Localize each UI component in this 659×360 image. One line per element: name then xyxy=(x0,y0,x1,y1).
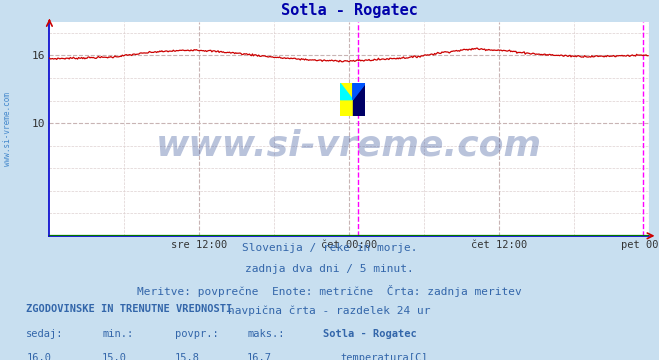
Polygon shape xyxy=(340,84,353,100)
Text: min.:: min.: xyxy=(102,329,133,339)
Polygon shape xyxy=(340,84,353,116)
Text: ZGODOVINSKE IN TRENUTNE VREDNOSTI: ZGODOVINSKE IN TRENUTNE VREDNOSTI xyxy=(26,304,233,314)
Polygon shape xyxy=(353,84,365,100)
Title: Sotla - Rogatec: Sotla - Rogatec xyxy=(281,3,418,18)
Text: maks.:: maks.: xyxy=(247,329,285,339)
Text: 16,7: 16,7 xyxy=(247,353,272,360)
Polygon shape xyxy=(353,84,365,116)
Text: 15,0: 15,0 xyxy=(102,353,127,360)
Text: www.si-vreme.com: www.si-vreme.com xyxy=(156,129,542,163)
Text: navpična črta - razdelek 24 ur: navpična črta - razdelek 24 ur xyxy=(228,306,431,316)
Text: Slovenija / reke in morje.: Slovenija / reke in morje. xyxy=(242,243,417,253)
Text: zadnja dva dni / 5 minut.: zadnja dva dni / 5 minut. xyxy=(245,264,414,274)
Text: 15,8: 15,8 xyxy=(175,353,200,360)
Text: Meritve: povprečne  Enote: metrične  Črta: zadnja meritev: Meritve: povprečne Enote: metrične Črta:… xyxy=(137,285,522,297)
Text: 16,0: 16,0 xyxy=(26,353,51,360)
Text: Sotla - Rogatec: Sotla - Rogatec xyxy=(323,329,416,339)
Text: temperatura[C]: temperatura[C] xyxy=(340,353,428,360)
Text: sedaj:: sedaj: xyxy=(26,329,64,339)
Text: povpr.:: povpr.: xyxy=(175,329,218,339)
Text: www.si-vreme.com: www.si-vreme.com xyxy=(3,92,13,166)
